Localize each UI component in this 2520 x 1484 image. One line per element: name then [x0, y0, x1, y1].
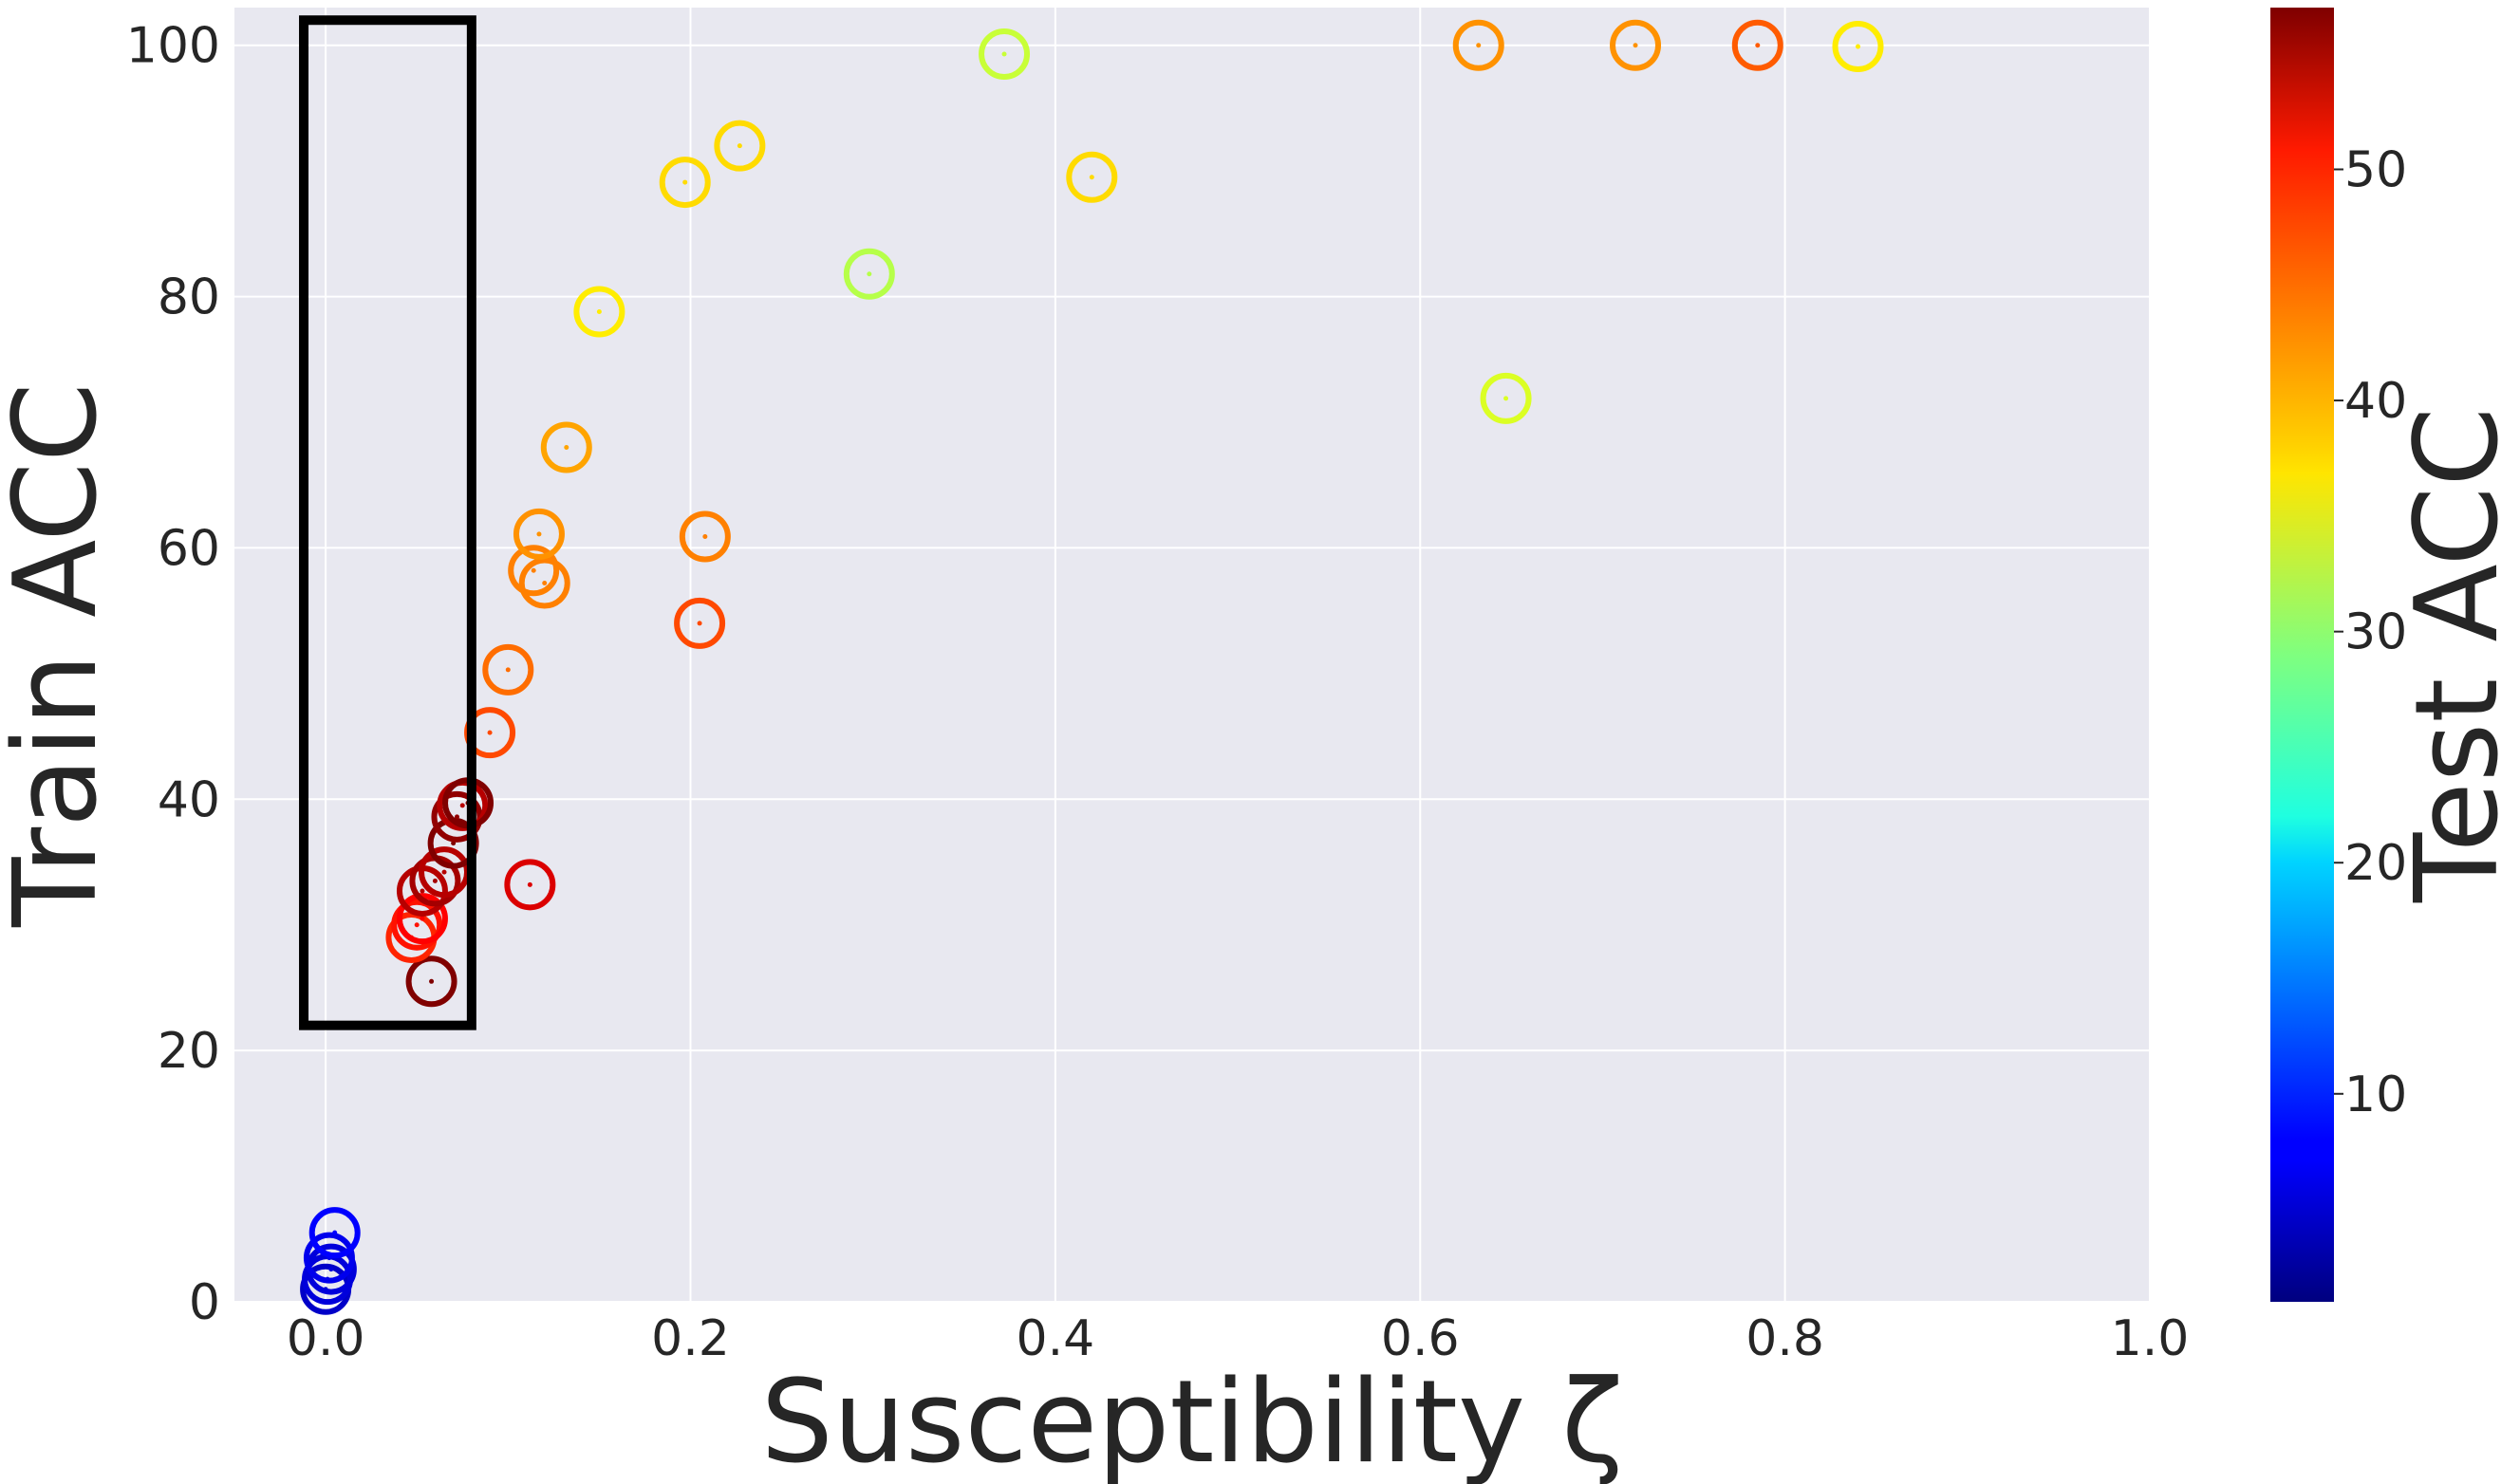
grid-lines — [234, 8, 2151, 1303]
scatter-point-center — [487, 730, 493, 735]
scatter-point-center — [1001, 51, 1007, 57]
y-tick-label: 0 — [189, 1274, 220, 1331]
y-tick-label: 100 — [126, 18, 220, 75]
scatter-point — [714, 120, 766, 172]
scatter-point-center — [697, 621, 702, 626]
scatter-point-center — [1503, 396, 1509, 401]
x-tick-label: 0.0 — [287, 1310, 365, 1367]
scatter-point — [540, 421, 592, 473]
scatter-point-center — [429, 978, 435, 984]
scatter-point — [1480, 372, 1532, 424]
scatter-point-center — [564, 444, 569, 450]
colorbar — [2270, 8, 2334, 1302]
scatter-point-center — [527, 881, 532, 887]
scatter-point-center — [682, 179, 688, 185]
colorbar-tick-labels: 10 20 30 40 50 — [2334, 142, 2407, 1123]
y-tick-label: 60 — [158, 520, 220, 577]
scatter-point — [1452, 19, 1504, 71]
x-tick-label: 0.8 — [1745, 1310, 1824, 1367]
scatter-point — [391, 899, 443, 951]
scatter-point — [1832, 21, 1884, 73]
scatter-point-center — [596, 308, 602, 314]
scatter-point-center — [867, 271, 872, 277]
scatter-point — [482, 643, 534, 696]
scatter-point-center — [432, 878, 438, 883]
scatter-point — [303, 1232, 355, 1284]
y-tick-labels: 0 20 40 60 80 100 — [126, 18, 220, 1331]
scatter-point-center — [332, 1230, 338, 1235]
scatter-point — [504, 859, 556, 911]
scatter-point-center — [1089, 175, 1094, 180]
scatter-point-center — [1476, 43, 1482, 48]
scatter-point — [508, 545, 560, 597]
scatter-point-center — [420, 888, 425, 894]
scatter-point — [1610, 19, 1662, 71]
scatter-point-center — [536, 531, 542, 537]
scatter-point — [308, 1207, 361, 1259]
x-tick-label: 1.0 — [2111, 1310, 2190, 1367]
y-axis-title: Train ACC — [0, 382, 122, 928]
scatter-point — [979, 28, 1031, 80]
scatter-point — [1066, 151, 1118, 203]
colorbar-tick-label: 50 — [2344, 142, 2407, 199]
scatter-point — [659, 157, 711, 209]
x-tick-labels: 0.0 0.2 0.4 0.6 0.8 1.0 — [287, 1310, 2190, 1367]
scatter-point-center — [459, 803, 465, 808]
scatter-point-center — [328, 1267, 334, 1272]
colorbar-tick-label: 20 — [2344, 835, 2407, 892]
scatter-point — [396, 893, 448, 945]
scatter-point — [1731, 19, 1783, 71]
scatter-point — [674, 597, 726, 649]
scatter-point-center — [531, 567, 536, 573]
scatter-point — [679, 510, 731, 563]
x-axis-title: Susceptibility ζ — [761, 1357, 1624, 1484]
scatter-point-center — [420, 916, 425, 921]
scatter-point-center — [1633, 43, 1638, 48]
x-tick-label: 0.2 — [651, 1310, 730, 1367]
scatter-point-center — [737, 143, 742, 149]
y-tick-label: 80 — [158, 269, 220, 326]
scatter-point — [513, 508, 565, 560]
scatter-point-center — [454, 814, 459, 820]
colorbar-title: Test ACC — [2392, 407, 2520, 903]
colorbar-tick-label: 10 — [2344, 1067, 2407, 1123]
scatter-point-center — [414, 922, 420, 928]
scatter-point — [843, 248, 895, 300]
scatter-point-center — [702, 534, 708, 540]
scatter-point-center — [1755, 43, 1761, 48]
colorbar-tick-label: 40 — [2344, 373, 2407, 430]
scatter-points — [300, 19, 1884, 1315]
scatter-point — [405, 955, 457, 1008]
plot-area — [234, 8, 2150, 1302]
annotation-rectangle — [299, 15, 476, 1030]
colorbar-tick-label: 30 — [2344, 604, 2407, 661]
y-tick-label: 20 — [158, 1023, 220, 1080]
x-tick-label: 0.4 — [1017, 1310, 1095, 1367]
scatter-point-center — [505, 667, 511, 673]
scatter-point-center — [441, 869, 447, 875]
scatter-point-center — [1855, 44, 1860, 49]
y-tick-label: 40 — [158, 771, 220, 828]
scatter-point — [573, 286, 625, 338]
scatter-point-center — [542, 581, 548, 586]
x-tick-label: 0.6 — [1381, 1310, 1460, 1367]
scatter-point — [518, 557, 570, 609]
